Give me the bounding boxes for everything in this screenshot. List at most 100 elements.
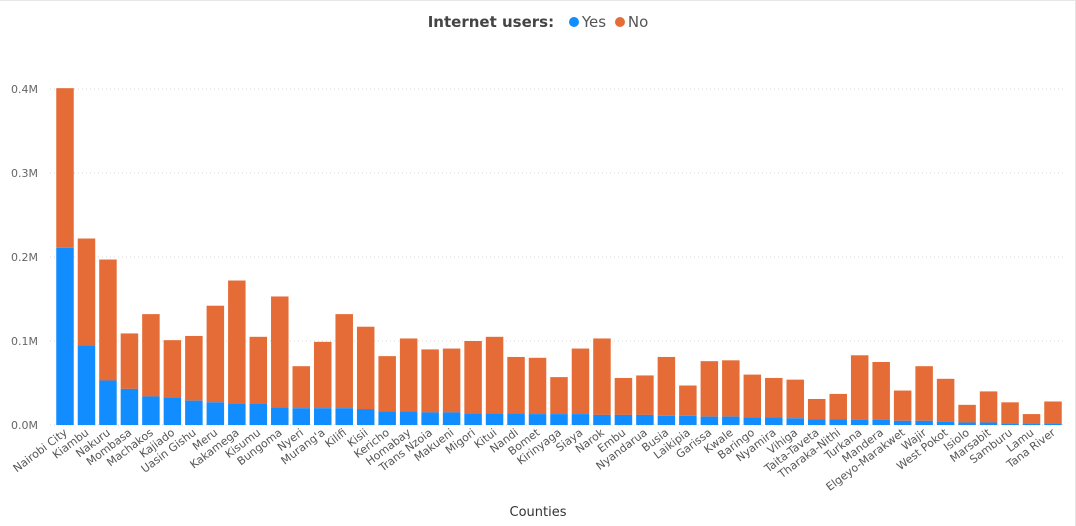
bar-yes (958, 422, 976, 425)
y-tick-label: 0.2M (11, 251, 38, 264)
bar-yes (292, 408, 311, 425)
bar-no (979, 391, 998, 423)
bar-yes (163, 397, 182, 425)
bar-no (679, 385, 697, 416)
bar-no (228, 280, 246, 404)
bar-no (142, 314, 160, 397)
bar-yes (550, 414, 568, 425)
bar-yes (807, 419, 826, 425)
bar-no (743, 374, 762, 418)
bar-yes (185, 400, 203, 425)
bar-no (636, 375, 654, 415)
bar-yes (421, 412, 439, 425)
bar-no (271, 296, 289, 408)
bar-no (77, 238, 96, 346)
bar-yes (442, 412, 461, 425)
bar-yes (722, 416, 740, 425)
legend-label-yes: Yes (581, 13, 607, 31)
x-axis-title: Counties (509, 505, 567, 520)
bar-yes (593, 414, 611, 425)
bar-yes (228, 404, 246, 425)
bar-yes (206, 402, 225, 425)
bar-yes (399, 411, 418, 425)
bar-yes (765, 417, 783, 425)
bar-no (507, 356, 525, 414)
bar-no (657, 356, 676, 416)
bar-yes (636, 414, 654, 425)
bar-yes (464, 413, 482, 425)
bar-yes (142, 396, 160, 425)
y-tick-label: 0.0M (11, 419, 38, 432)
legend-label-no: No (627, 13, 649, 31)
frame-border-top (0, 0, 1076, 1)
bar-yes (313, 408, 332, 425)
bar-no (249, 336, 268, 404)
bar-yes (528, 414, 547, 425)
bar-no (614, 377, 633, 415)
bar-no (421, 349, 439, 413)
bar-no (915, 366, 933, 421)
bar-yes (99, 380, 117, 425)
bar-no (593, 338, 611, 415)
bar-no (356, 326, 375, 410)
bar-yes (56, 247, 74, 425)
bar-yes (356, 409, 375, 425)
bar-no (550, 377, 568, 415)
legend-item-no[interactable]: No (614, 13, 649, 31)
bar-no (958, 404, 976, 423)
bar-yes (936, 421, 955, 425)
bar-no (335, 314, 353, 409)
bar-no (571, 348, 590, 415)
legend-dot-no (614, 17, 625, 27)
bar-no (700, 361, 719, 417)
bar-yes (657, 415, 676, 425)
bar-yes (915, 420, 933, 425)
bar-yes (571, 414, 590, 425)
bar-yes (679, 415, 697, 425)
bar-no (163, 340, 182, 398)
legend-dot-yes (568, 17, 579, 27)
bar-yes (829, 419, 847, 425)
bar-yes (249, 404, 268, 425)
legend-item-yes[interactable]: Yes (568, 13, 607, 31)
bar-yes (893, 420, 912, 425)
bar-no (850, 355, 869, 420)
bar-no (872, 362, 890, 420)
y-tick-label: 0.1M (11, 335, 38, 348)
bar-yes (786, 418, 805, 425)
bar-yes (979, 422, 998, 425)
bar-no (185, 335, 203, 401)
bar-no (378, 356, 396, 412)
bar-yes (335, 408, 353, 425)
bar-yes (700, 416, 719, 425)
bar-no (936, 378, 955, 422)
bar-yes (507, 413, 525, 425)
y-tick-label: 0.4M (11, 83, 38, 96)
bar-no (786, 379, 805, 419)
bar-no (292, 366, 311, 409)
bar-yes (77, 345, 96, 425)
bar-no (1001, 402, 1019, 424)
bar-no (829, 393, 847, 420)
bar-no (313, 341, 332, 409)
bar-no (464, 341, 482, 414)
bar-no (399, 338, 418, 412)
bar-yes (271, 407, 289, 425)
bar-no (722, 360, 740, 417)
bar-no (893, 390, 912, 421)
bar-yes (850, 419, 869, 425)
bar-no (56, 88, 74, 248)
bar-yes (1001, 423, 1019, 425)
bar-no (206, 305, 225, 403)
bar-yes (743, 417, 762, 425)
legend-title: Internet users: (427, 13, 555, 31)
bar-no (442, 348, 461, 413)
bar-no (1044, 401, 1062, 424)
bar-yes (120, 388, 139, 425)
bar-no (485, 336, 504, 414)
bar-yes (872, 419, 890, 425)
bar-yes (614, 414, 633, 425)
bar-no (807, 398, 826, 420)
